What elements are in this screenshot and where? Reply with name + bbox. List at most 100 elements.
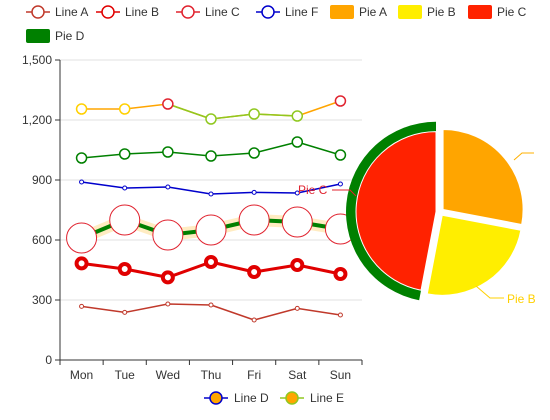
data-point[interactable] (334, 95, 347, 107)
data-point[interactable] (204, 255, 218, 269)
data-point[interactable] (165, 301, 171, 307)
data-point[interactable] (165, 184, 171, 190)
legend-marker (261, 5, 275, 19)
legend-item-line-d[interactable]: Line D (204, 391, 269, 405)
legend-item-pie-b[interactable]: Pie B (398, 5, 456, 19)
pie-label-line (332, 189, 357, 197)
data-point[interactable] (195, 214, 227, 246)
x-tick-label: Tue (115, 368, 136, 382)
data-point[interactable] (205, 113, 217, 125)
y-tick-label: 0 (45, 353, 52, 367)
legend-item-line-a[interactable]: Line A (26, 5, 88, 19)
data-point[interactable] (281, 206, 313, 238)
pie-label-line (475, 285, 504, 299)
legend-label: Line D (234, 391, 269, 405)
legend-label: Line B (125, 5, 159, 19)
legend-item-line-f[interactable]: Line F (256, 5, 318, 19)
data-point[interactable] (205, 150, 217, 162)
legend-label: Line C (205, 5, 240, 19)
data-point[interactable] (122, 185, 128, 191)
pie-label-pie-c: Pie C (298, 183, 328, 197)
legend-label: Pie B (427, 5, 456, 19)
data-point[interactable] (248, 147, 260, 159)
data-point[interactable] (117, 262, 132, 276)
legend-item-line-b[interactable]: Line B (96, 5, 159, 19)
legend-marker (101, 5, 115, 19)
series-line-e[interactable] (75, 95, 347, 125)
y-axis: 0 300 600 900 1,200 1,500 (22, 53, 61, 367)
data-point[interactable] (238, 204, 270, 236)
legend-marker (209, 391, 223, 405)
y-tick-label: 1,200 (22, 113, 52, 127)
pie-slice-pie-a[interactable] (442, 128, 524, 226)
data-point[interactable] (337, 181, 343, 187)
pie-slice-pie-c[interactable] (355, 131, 437, 291)
x-tick-label: Thu (201, 368, 222, 382)
data-point[interactable] (291, 136, 304, 148)
data-point[interactable] (247, 265, 262, 279)
data-point[interactable] (118, 148, 131, 160)
data-point[interactable] (109, 204, 141, 236)
data-point[interactable] (251, 317, 257, 323)
data-point[interactable] (251, 189, 257, 195)
data-point[interactable] (333, 267, 348, 281)
legend-marker (285, 391, 299, 405)
x-axis: Mon Tue Wed Thu Fri Sat Sun (59, 359, 363, 382)
pie-chart[interactable]: Pie C Pie B (298, 121, 536, 306)
legend-item-pie-c[interactable]: Pie C (468, 5, 527, 19)
data-point[interactable] (79, 179, 85, 185)
data-point[interactable] (118, 103, 131, 115)
data-point[interactable] (122, 309, 128, 315)
data-point[interactable] (294, 305, 300, 311)
y-tick-label: 600 (32, 233, 52, 247)
series-line-c[interactable] (66, 204, 356, 254)
legend-label: Line E (310, 391, 344, 405)
x-tick-label: Wed (156, 368, 180, 382)
data-point[interactable] (291, 110, 304, 122)
data-point[interactable] (208, 302, 214, 308)
data-point[interactable] (290, 258, 305, 272)
legend-item-pie-a[interactable]: Pie A (330, 5, 387, 19)
legend-marker (31, 5, 45, 19)
legend-label: Pie D (55, 29, 85, 43)
data-point[interactable] (160, 270, 175, 285)
x-tick-label: Fri (247, 368, 261, 382)
series-line-b[interactable] (74, 255, 348, 285)
legend-label: Line A (55, 5, 88, 19)
data-point[interactable] (66, 222, 98, 254)
series-line-d[interactable] (75, 136, 347, 164)
legend-item-pie-d[interactable]: Pie D (26, 29, 85, 43)
data-point[interactable] (152, 219, 184, 251)
pie-slice-pie-b[interactable] (426, 214, 522, 296)
data-point[interactable] (337, 312, 343, 318)
legend-item-line-e[interactable]: Line E (280, 391, 344, 405)
data-point[interactable] (294, 190, 300, 196)
data-point[interactable] (162, 146, 174, 158)
legend-marker (181, 5, 195, 19)
data-point[interactable] (248, 108, 260, 120)
series-line-a[interactable] (79, 301, 343, 323)
data-point[interactable] (334, 149, 347, 161)
y-tick-label: 300 (32, 293, 52, 307)
legend-item-line-c[interactable]: Line C (176, 5, 240, 19)
y-tick-label: 1,500 (22, 53, 52, 67)
legend-bottom[interactable]: Line D Line E (204, 391, 344, 405)
line-path-segment (167, 103, 298, 120)
legend-label: Pie C (497, 5, 527, 19)
legend-top[interactable]: Line A Line B Line C Line F Pie A Pie B Pie C P… (26, 5, 527, 43)
data-point[interactable] (74, 256, 89, 271)
x-tick-label: Sun (330, 368, 351, 382)
data-point[interactable] (75, 152, 88, 164)
y-tick-label: 900 (32, 173, 52, 187)
legend-swatch (398, 5, 422, 19)
data-point[interactable] (75, 103, 88, 115)
legend-label: Line F (285, 5, 318, 19)
pie-label-pie-b: Pie B (507, 292, 536, 306)
data-point[interactable] (79, 303, 85, 309)
legend-swatch (26, 29, 50, 43)
data-point[interactable] (162, 98, 174, 110)
data-point[interactable] (208, 191, 214, 197)
line-series-group[interactable] (66, 95, 356, 323)
series-line-f[interactable] (79, 179, 343, 197)
